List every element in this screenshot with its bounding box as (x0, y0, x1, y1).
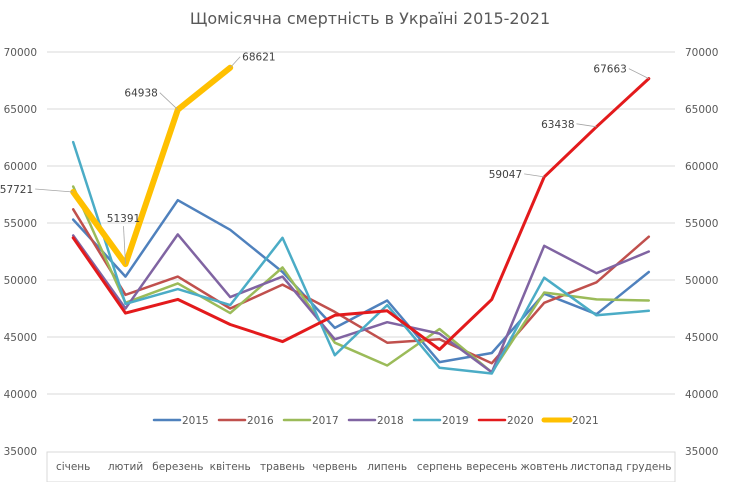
legend-label: 2019 (442, 415, 469, 427)
x-axis-categories: січень лютий березень квітень травень червень… (56, 461, 671, 473)
y2-tick-label: 50000 (685, 275, 718, 287)
x-category-label: серпень (417, 461, 462, 473)
y-tick-label: 65000 (4, 104, 37, 116)
y2-tick-label: 65000 (685, 104, 718, 116)
series-lines (70, 64, 651, 375)
series-line-2020 (71, 77, 651, 351)
leader-line (35, 188, 74, 193)
series-line-2015 (71, 198, 651, 364)
leader-line (159, 92, 179, 110)
legend-label: 2016 (247, 415, 274, 427)
y2-tick-label: 55000 (685, 218, 718, 230)
y2-tick-label: 35000 (685, 446, 718, 458)
y2-tick-label: 70000 (685, 47, 718, 59)
legend-item-2018: 2018 (347, 415, 404, 427)
data-labels: 57721 51391 64938 68621 59047 63438 67663 (0, 52, 650, 265)
legend-label: 2017 (312, 415, 339, 427)
y-tick-label: 40000 (4, 389, 37, 401)
y-tick-label: 60000 (4, 161, 37, 173)
leader-line (524, 173, 545, 178)
y-tick-label: 70000 (4, 47, 37, 59)
data-label: 59047 (489, 169, 522, 181)
y-tick-label: 50000 (4, 275, 37, 287)
y-tick-label: 45000 (4, 332, 37, 344)
leader-line (229, 56, 241, 68)
series-line-2019 (71, 140, 651, 375)
x-category-label: лютий (108, 461, 143, 473)
legend-item-2019: 2019 (412, 415, 469, 427)
leader-line (628, 68, 650, 79)
leader-line (123, 226, 126, 265)
legend-item-2016: 2016 (217, 415, 274, 427)
legend-label: 2020 (507, 415, 534, 427)
category-axis-box (46, 451, 676, 482)
y-axis-left: 35000 40000 45000 50000 55000 60000 65000 70000 (4, 47, 37, 458)
data-label: 63438 (541, 119, 574, 131)
y-tick-label: 35000 (4, 446, 37, 458)
x-category-label: грудень (626, 461, 671, 473)
data-label: 68621 (242, 52, 275, 64)
series-line-2021 (70, 64, 234, 268)
x-category-label: липень (367, 461, 407, 473)
x-category-label: січень (56, 461, 90, 473)
legend-item-2017: 2017 (282, 415, 339, 427)
x-category-label: вересень (466, 461, 517, 473)
y-axis-right: 35000 40000 45000 50000 55000 60000 65000 70000 (685, 47, 718, 458)
data-label: 57721 (0, 184, 33, 196)
x-category-label: березень (152, 461, 203, 473)
series-line-2016 (71, 208, 651, 365)
legend: 2015 2016 2017 2018 2019 2020 2021 (152, 415, 599, 427)
data-label: 51391 (107, 213, 140, 225)
legend-label: 2021 (572, 415, 599, 427)
y2-tick-label: 40000 (685, 389, 718, 401)
x-category-label: листопад (570, 461, 622, 473)
legend-label: 2015 (182, 415, 209, 427)
legend-label: 2018 (377, 415, 404, 427)
y2-tick-label: 60000 (685, 161, 718, 173)
chart-title: Щомісячна смертність в Україні 2015-2021 (190, 9, 550, 28)
legend-item-2015: 2015 (152, 415, 209, 427)
x-category-label: червень (312, 461, 357, 473)
x-category-label: квітень (210, 461, 251, 473)
data-label: 64938 (124, 88, 157, 100)
y2-tick-label: 45000 (685, 332, 718, 344)
x-category-label: жовтень (520, 461, 568, 473)
legend-item-2020: 2020 (477, 415, 534, 427)
leader-line (576, 123, 597, 128)
series-line-2017 (71, 185, 651, 374)
gridlines (47, 51, 675, 395)
x-category-label: травень (260, 461, 305, 473)
y-tick-label: 55000 (4, 218, 37, 230)
data-label: 67663 (593, 64, 626, 76)
legend-item-2021: 2021 (541, 415, 599, 427)
